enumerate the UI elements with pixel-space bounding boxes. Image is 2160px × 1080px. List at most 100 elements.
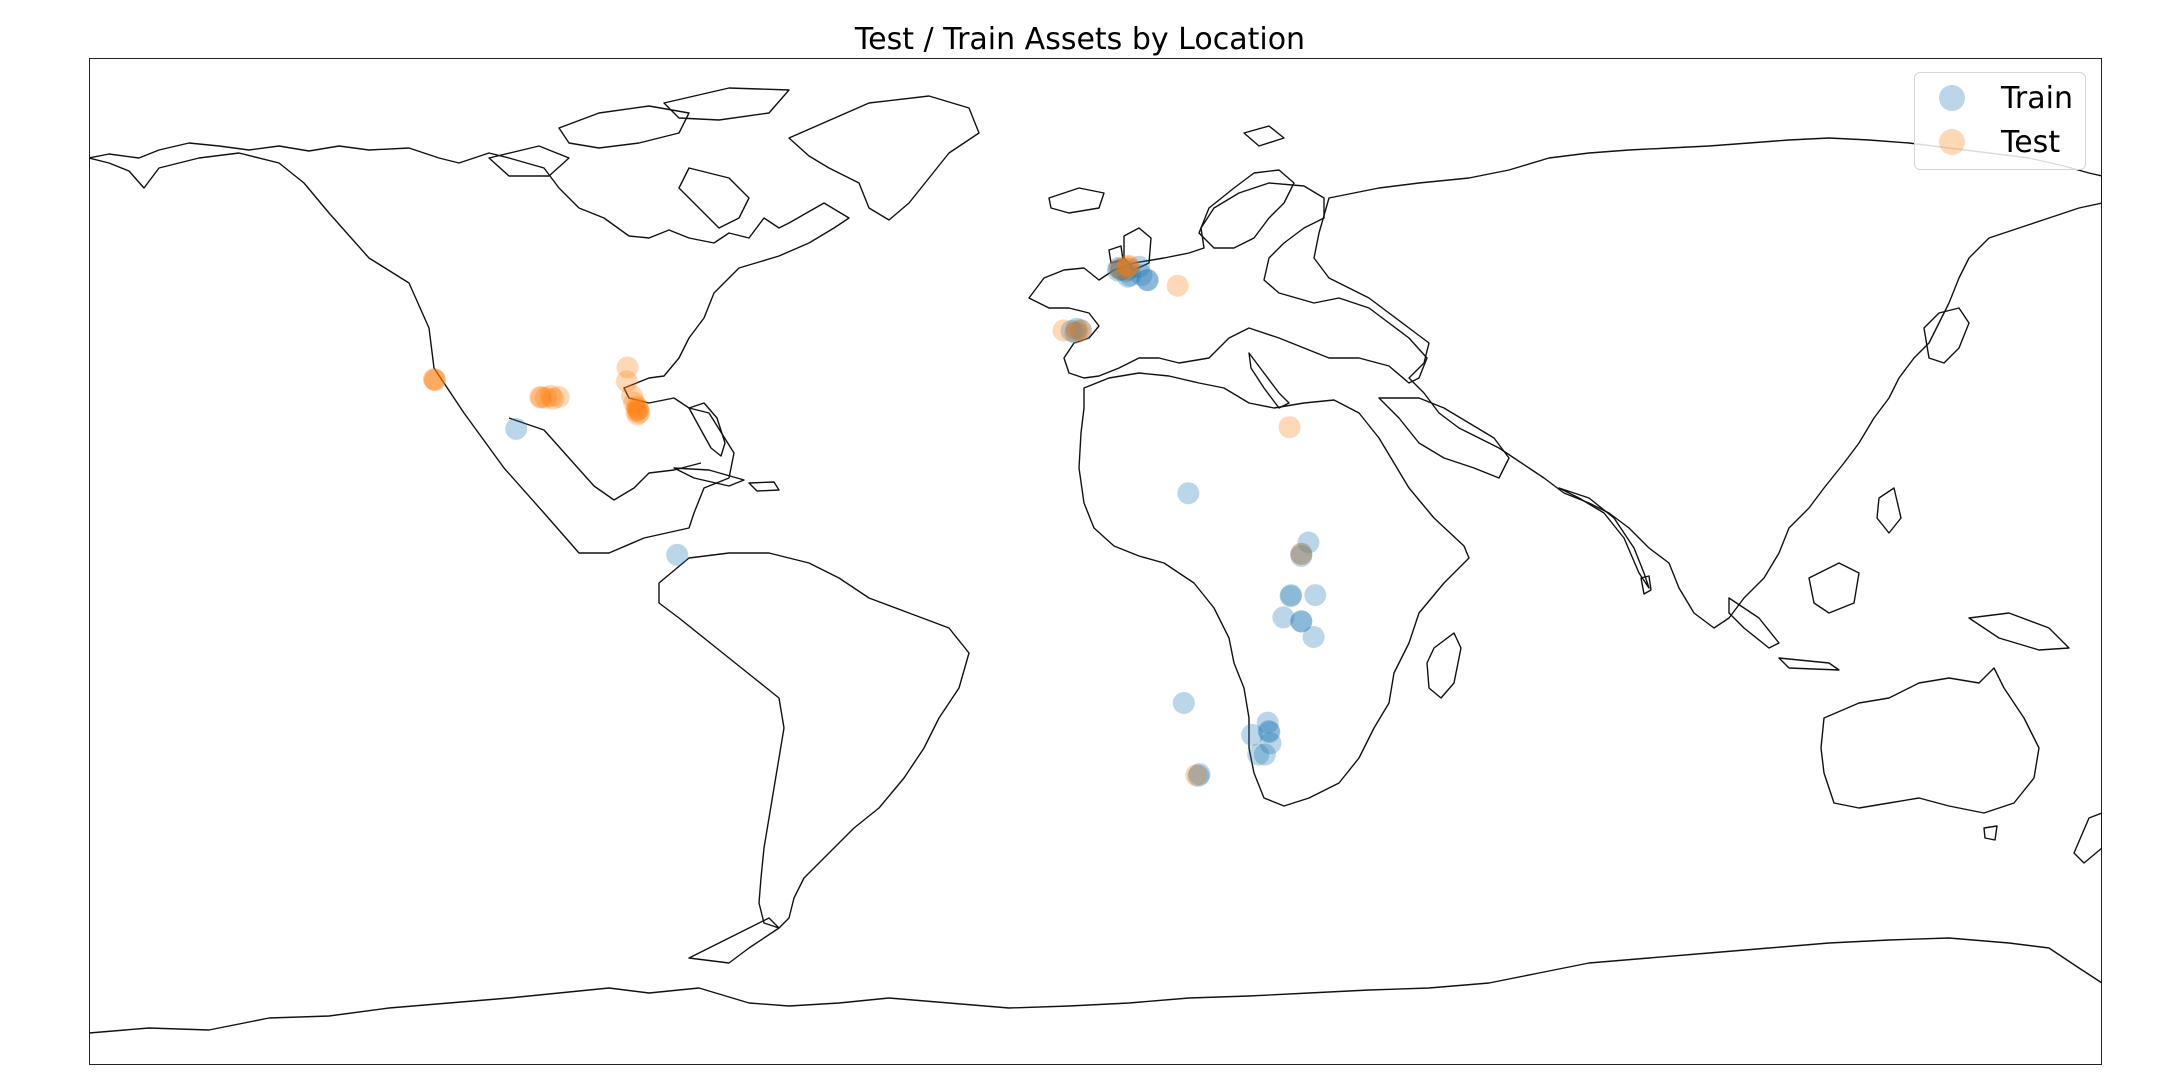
train-point-33 — [1253, 743, 1276, 766]
train-point-2 — [1109, 258, 1132, 281]
new-zealand-coastline — [2073, 812, 2102, 864]
train-point-18 — [1290, 542, 1313, 565]
florida-coastline — [688, 402, 726, 457]
svalbard-coastline — [1243, 125, 1285, 147]
greenland-coastline — [788, 95, 980, 221]
test-points-layer — [423, 254, 1313, 787]
legend-marker-test — [1939, 129, 1965, 155]
train-point-27 — [1172, 692, 1195, 714]
train-point-7 — [1116, 265, 1139, 288]
sumatra-coastline — [1728, 597, 1780, 649]
scandinavia-coastline — [1198, 169, 1295, 249]
test-point-12 — [623, 391, 646, 414]
philippines-coastline — [1876, 487, 1902, 534]
africa-coastline — [1078, 372, 1470, 807]
hispaniola-coastline — [748, 481, 780, 492]
train-point-23 — [1272, 606, 1295, 629]
train-point-22 — [1304, 584, 1327, 607]
train-point-34 — [1247, 743, 1270, 766]
train-point-5 — [1130, 264, 1153, 287]
test-point-22 — [1108, 257, 1131, 280]
test-point-1 — [423, 368, 445, 391]
java-coastline — [1778, 657, 1840, 671]
test-point-28 — [1290, 543, 1313, 566]
cuba-coastline — [673, 467, 745, 487]
train-point-35 — [1188, 763, 1211, 786]
train-point-4 — [1128, 255, 1151, 278]
borneo-coastline — [1808, 562, 1860, 614]
test-point-9 — [616, 356, 639, 379]
test-point-8 — [547, 386, 570, 408]
sri-lanka-coastline — [1640, 575, 1652, 595]
test-point-29 — [1185, 764, 1208, 787]
train-point-14 — [1070, 319, 1092, 342]
test-point-14 — [627, 397, 650, 420]
train-point-8 — [1110, 257, 1133, 280]
test-point-0 — [423, 368, 446, 391]
train-point-9 — [1108, 256, 1130, 279]
test-point-18 — [627, 398, 650, 421]
train-point-3 — [1118, 257, 1141, 280]
train-point-16 — [1177, 482, 1200, 505]
train-point-12 — [1060, 320, 1083, 342]
italy-coastline — [1248, 352, 1290, 409]
train-point-19 — [1290, 544, 1313, 567]
train-point-17 — [1297, 531, 1320, 554]
train-point-0 — [1106, 259, 1129, 282]
train-point-15 — [1064, 321, 1087, 344]
train-point-25 — [1290, 610, 1313, 633]
legend-marker-train — [1939, 85, 1965, 111]
test-point-23 — [1115, 257, 1138, 280]
test-point-15 — [625, 400, 648, 422]
baffin-island-coastline — [678, 167, 750, 229]
train-point-29 — [1256, 711, 1279, 734]
chart-title: Test / Train Assets by Location — [854, 22, 1306, 57]
test-point-13 — [626, 395, 648, 418]
new-guinea-coastline — [1968, 612, 2070, 651]
india-coastline — [1558, 487, 1650, 589]
train-point-31 — [1258, 721, 1281, 744]
gulf-coastline — [508, 417, 702, 501]
arabia-coastline — [1378, 397, 1510, 479]
test-point-26 — [1166, 274, 1189, 297]
test-point-25 — [1117, 254, 1140, 277]
legend-label-train: Train — [2001, 80, 2073, 116]
madagascar-coastline — [1426, 632, 1462, 699]
asia-coastline — [1313, 137, 2102, 629]
antarctica-coastline — [89, 937, 2102, 1034]
tasmania-coastline — [1983, 825, 1998, 841]
ireland-coastline — [1108, 245, 1124, 264]
train-point-20 — [1280, 584, 1303, 607]
ellesmere-coastline — [663, 87, 790, 121]
train-point-38 — [666, 543, 689, 566]
test-point-6 — [542, 387, 565, 410]
test-point-10 — [615, 370, 638, 393]
test-point-24 — [1117, 255, 1140, 278]
victoria-island-coastline — [488, 145, 570, 177]
test-point-16 — [626, 403, 649, 426]
train-point-37 — [505, 417, 528, 440]
train-point-24 — [1290, 610, 1313, 633]
test-point-5 — [539, 384, 562, 407]
test-point-17 — [628, 401, 651, 424]
north-america-coastline — [89, 142, 850, 554]
antarctic-peninsula-coastline — [688, 917, 780, 964]
legend-label-test: Test — [2001, 124, 2061, 160]
south-america-coastline — [658, 552, 970, 929]
iceland-coastline — [1048, 187, 1105, 214]
test-point-21 — [1069, 318, 1092, 341]
world-map — [89, 87, 2102, 1034]
train-point-30 — [1257, 720, 1280, 742]
train-point-11 — [1136, 269, 1159, 292]
legend-item-test: Test — [1915, 121, 2060, 163]
test-point-11 — [621, 384, 643, 407]
coastlines — [89, 87, 2102, 1034]
train-point-26 — [1302, 626, 1325, 648]
train-point-10 — [1136, 269, 1159, 292]
europe-coastline — [1028, 182, 1428, 384]
australia-coastline — [1820, 667, 2040, 814]
train-point-28 — [1241, 723, 1264, 746]
british-isles-coastline — [1123, 227, 1152, 271]
test-point-20 — [1066, 321, 1089, 344]
test-point-19 — [1052, 319, 1075, 342]
